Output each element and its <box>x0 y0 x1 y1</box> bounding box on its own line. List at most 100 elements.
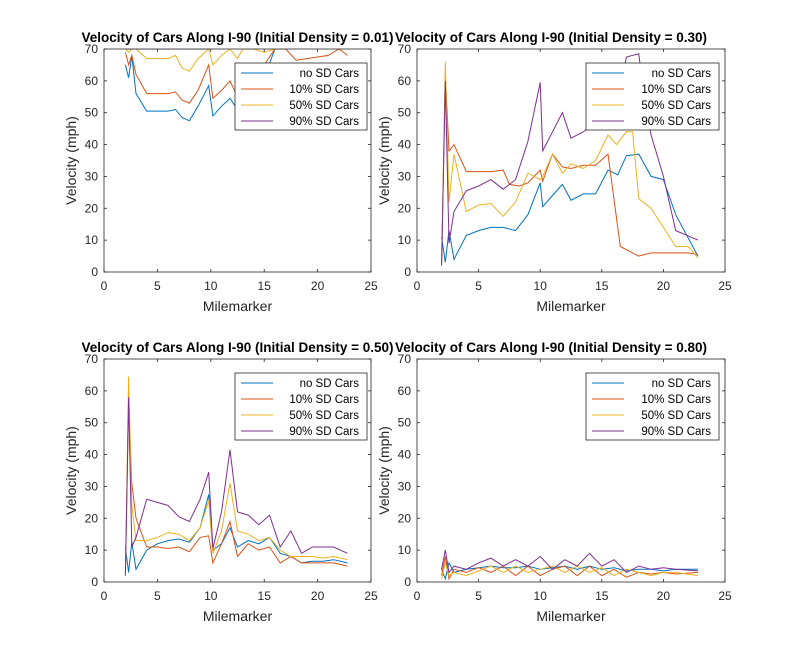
series-line-90-sd-cars <box>124 397 348 576</box>
x-tick-label: 20 <box>311 589 325 603</box>
x-axis-label: Milemarker <box>203 298 273 314</box>
x-tick-label: 0 <box>101 589 108 603</box>
series-line-50-sd-cars <box>441 61 699 266</box>
series-line-90-sd-cars <box>441 550 698 574</box>
y-tick-label: 10 <box>85 233 99 247</box>
chart-title: Velocity of Cars Along I-90 (Initial Den… <box>395 340 707 355</box>
y-axis-label: Velocity (mph) <box>376 116 392 205</box>
y-tick-label: 10 <box>85 543 99 557</box>
axes-box <box>103 358 372 583</box>
legend: no SD Cars 10% SD Cars 50% SD Cars 90% SD C… <box>585 62 720 131</box>
legend-box <box>234 372 368 441</box>
legend-label: no SD Cars <box>652 378 712 390</box>
x-tick-label: 0 <box>101 279 108 293</box>
legend-label: 50% SD Cars <box>289 100 359 112</box>
y-tick-label: 70 <box>398 352 412 366</box>
y-tick-label: 20 <box>85 201 99 215</box>
x-axis-label: Milemarker <box>536 298 606 314</box>
y-tick-label: 70 <box>398 42 412 56</box>
y-tick-label: 20 <box>398 511 412 525</box>
y-tick-label: 0 <box>91 265 98 279</box>
legend-label: no SD Cars <box>300 378 360 390</box>
x-tick-label: 5 <box>154 279 161 293</box>
x-axis-label: Milemarker <box>536 608 606 624</box>
chart-title: Velocity of Cars Along I-90 (Initial Den… <box>82 30 394 45</box>
x-axis-label: Milemarker <box>203 608 273 624</box>
y-tick-label: 30 <box>398 169 412 183</box>
legend-label: 50% SD Cars <box>289 410 359 422</box>
legend-label: 10% SD Cars <box>289 84 359 96</box>
x-tick-label: 25 <box>718 279 732 293</box>
axes-box <box>416 48 726 273</box>
y-tick-label: 40 <box>85 448 99 462</box>
legend-label: 50% SD Cars <box>641 410 711 422</box>
series-line-50-sd-cars <box>441 560 698 579</box>
y-tick-label: 30 <box>85 479 99 493</box>
legend-box <box>234 62 368 131</box>
y-tick-label: 50 <box>398 416 412 430</box>
legend: no SD Cars 10% SD Cars 50% SD Cars 90% SD C… <box>234 62 368 131</box>
series-line-no-sd-cars <box>441 561 698 581</box>
y-tick-label: 10 <box>398 233 412 247</box>
y-tick-label: 60 <box>398 74 412 88</box>
x-tick-label: 25 <box>364 279 378 293</box>
x-tick-label: 20 <box>657 279 671 293</box>
x-tick-label: 5 <box>154 589 161 603</box>
x-tick-label: 15 <box>258 589 272 603</box>
x-tick-label: 10 <box>204 589 218 603</box>
y-tick-label: 0 <box>404 575 411 589</box>
y-tick-label: 30 <box>398 479 412 493</box>
series-line-10-sd-cars <box>124 49 348 104</box>
legend: no SD Cars 10% SD Cars 50% SD Cars 90% SD C… <box>234 372 368 441</box>
x-tick-label: 15 <box>595 279 609 293</box>
y-tick-label: 50 <box>85 106 99 120</box>
legend-box <box>585 62 720 131</box>
series-line-10-sd-cars <box>124 403 348 573</box>
y-axis-label: Velocity (mph) <box>376 426 392 515</box>
y-tick-label: 50 <box>85 416 99 430</box>
x-tick-label: 10 <box>204 279 218 293</box>
x-tick-label: 10 <box>534 279 548 293</box>
series-line-50-sd-cars <box>125 49 276 72</box>
x-tick-label: 0 <box>414 279 421 293</box>
subplot-2: 0 5 10 15 20 25 0 10 20 30 40 50 60 70 Milemarker Veloc… <box>376 30 732 314</box>
chart-title: Velocity of Cars Along I-90 (Initial Den… <box>82 340 394 355</box>
y-tick-label: 50 <box>398 106 412 120</box>
y-tick-label: 0 <box>404 265 411 279</box>
legend-label: 10% SD Cars <box>641 394 711 406</box>
y-tick-label: 10 <box>398 543 412 557</box>
legend: no SD Cars 10% SD Cars 50% SD Cars 90% SD C… <box>585 372 720 441</box>
x-tick-label: 25 <box>718 589 732 603</box>
y-tick-label: 40 <box>85 138 99 152</box>
legend-label: 90% SD Cars <box>641 116 711 128</box>
axes-box <box>103 48 372 273</box>
y-tick-label: 20 <box>398 201 412 215</box>
legend-label: 10% SD Cars <box>641 84 711 96</box>
y-tick-label: 70 <box>85 42 99 56</box>
x-tick-label: 25 <box>364 589 378 603</box>
x-tick-label: 20 <box>311 279 325 293</box>
y-tick-label: 70 <box>85 352 99 366</box>
y-tick-label: 0 <box>91 575 98 589</box>
legend-label: no SD Cars <box>652 68 712 80</box>
x-tick-label: 15 <box>258 279 272 293</box>
x-tick-label: 5 <box>475 279 482 293</box>
x-tick-label: 0 <box>414 589 421 603</box>
series-line-no-sd-cars <box>441 153 699 263</box>
y-tick-label: 40 <box>398 138 412 152</box>
y-tick-label: 60 <box>85 384 99 398</box>
x-tick-label: 5 <box>475 589 482 603</box>
x-tick-label: 10 <box>534 589 548 603</box>
legend-label: no SD Cars <box>300 68 360 80</box>
legend-label: 90% SD Cars <box>641 426 711 438</box>
y-axis-label: Velocity (mph) <box>63 426 79 515</box>
legend-label: 10% SD Cars <box>289 394 359 406</box>
y-tick-label: 60 <box>398 384 412 398</box>
y-tick-label: 20 <box>85 511 99 525</box>
legend-box <box>585 372 720 441</box>
axes-box <box>416 358 726 583</box>
subplot-4: 0 5 10 15 20 25 0 10 20 30 40 50 60 70 Milemarker Veloc… <box>376 340 732 624</box>
x-tick-label: 20 <box>657 589 671 603</box>
y-tick-label: 40 <box>398 448 412 462</box>
